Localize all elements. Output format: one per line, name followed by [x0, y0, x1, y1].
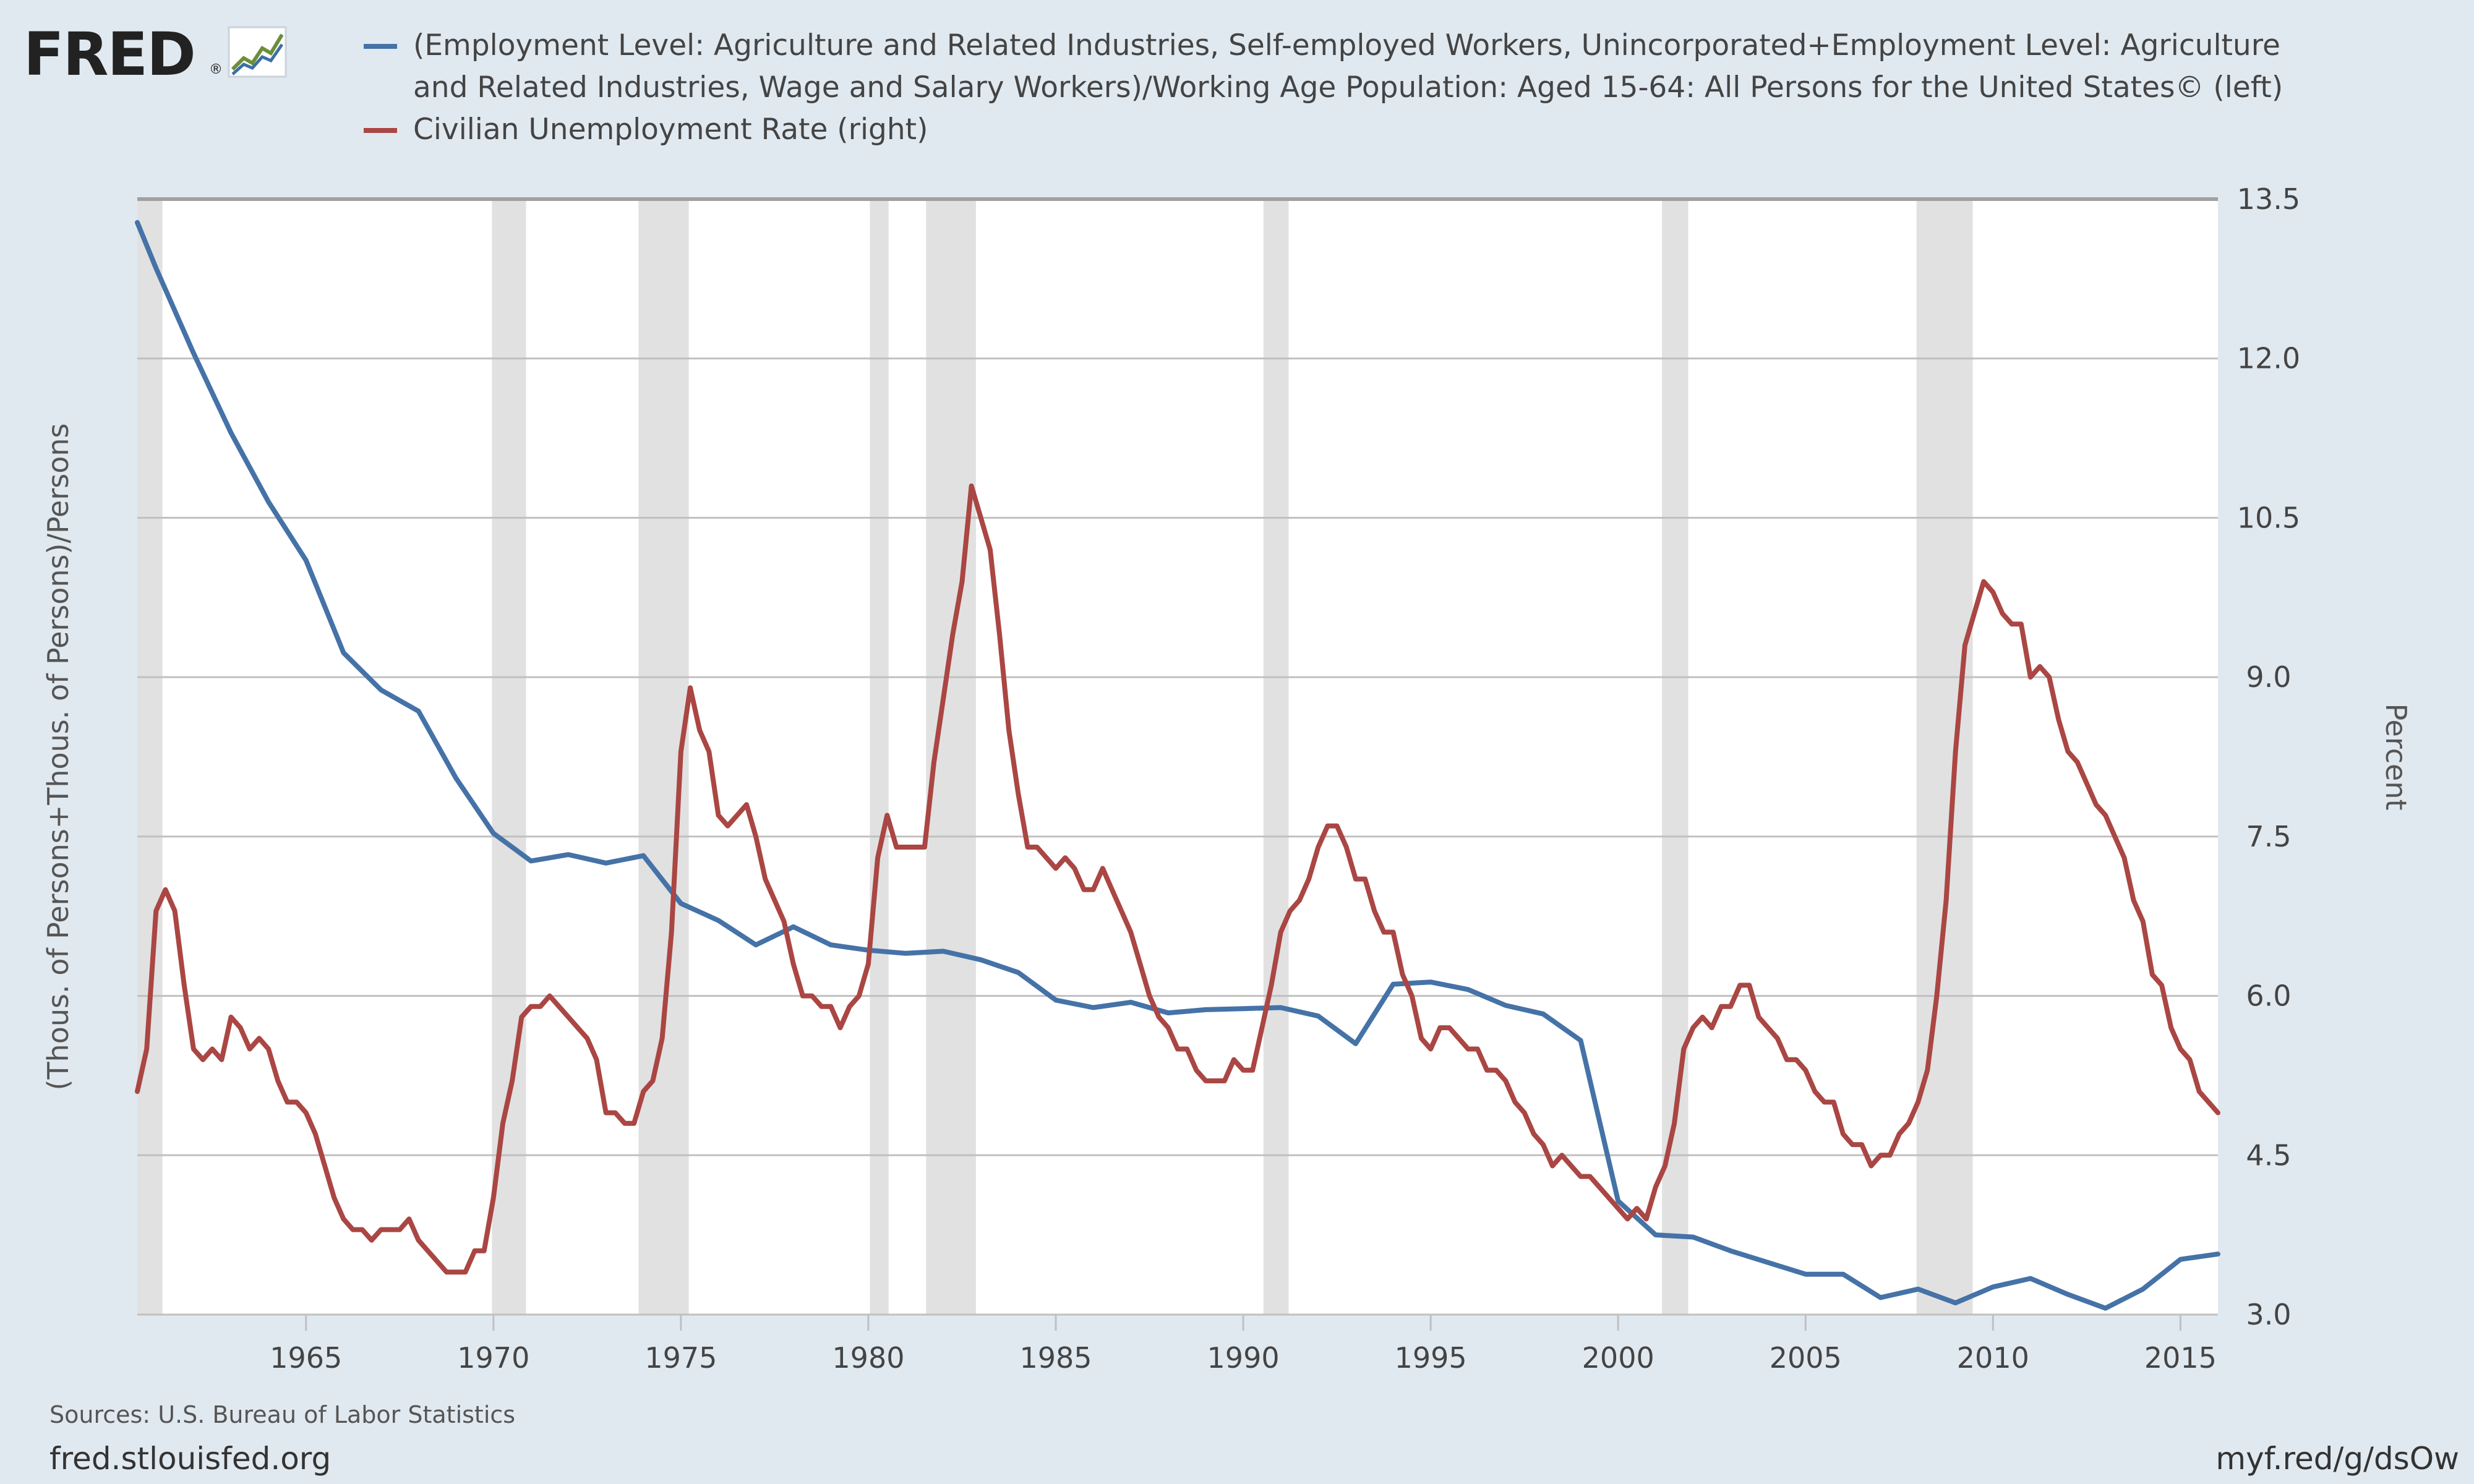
y-tick-label: 4.5	[2246, 1138, 2291, 1172]
y-tick-label: 13.5	[2237, 182, 2300, 216]
logo-chart-icon	[228, 26, 287, 78]
x-tick-label: 1980	[832, 1341, 904, 1375]
recession-band	[137, 199, 163, 1315]
plot-background	[137, 199, 2218, 1315]
x-tick-label: 1970	[457, 1341, 529, 1375]
x-tick-label: 1995	[1395, 1341, 1467, 1375]
registered-mark: ®	[209, 62, 223, 77]
legend-item-series1[interactable]: (Employment Level: Agriculture and Relat…	[364, 25, 2343, 109]
legend-label-series2: Civilian Unemployment Rate (right)	[413, 113, 928, 147]
y-tick-label: 6.0	[2246, 979, 2291, 1013]
recession-band	[870, 199, 889, 1315]
legend-swatch-series2	[364, 128, 397, 133]
site-link[interactable]: fred.stlouisfed.org	[49, 1441, 332, 1477]
x-tick-label: 1975	[644, 1341, 717, 1375]
logo-text: FRED	[24, 20, 196, 89]
recession-band	[1916, 199, 1973, 1315]
y-tick-label: 9.0	[2246, 660, 2291, 694]
y-tick-label: 12.0	[2237, 342, 2300, 375]
x-tick-label: 1985	[1019, 1341, 1092, 1375]
y-tick-label: 3.0	[2246, 1298, 2291, 1331]
x-tick-label: 2000	[1582, 1341, 1654, 1375]
legend-label-series1: (Employment Level: Agriculture and Relat…	[413, 28, 2284, 104]
short-link[interactable]: myf.red/g/dsOw	[2215, 1441, 2459, 1477]
fred-logo[interactable]: FRED ®	[24, 23, 289, 85]
y-tick-label: 10.5	[2237, 501, 2300, 534]
left-axis-label: (Thous. of Persons+Thous. of Persons)/Pe…	[41, 423, 75, 1090]
right-axis-label: Percent	[2379, 703, 2413, 810]
recession-band	[1662, 199, 1689, 1315]
legend-item-series2[interactable]: Civilian Unemployment Rate (right)	[364, 109, 2343, 151]
series-line-1[interactable]	[135, 220, 2220, 1311]
x-tick-label: 1965	[270, 1341, 342, 1375]
y-tick-label: 7.5	[2246, 820, 2291, 853]
legend-swatch-series1	[364, 44, 397, 49]
x-tick-label: 2010	[1957, 1341, 2029, 1375]
recession-band	[1263, 199, 1289, 1315]
x-tick-label: 1990	[1207, 1341, 1280, 1375]
x-tick-label: 2005	[1770, 1341, 1842, 1375]
recession-band	[492, 199, 526, 1315]
series-line-2[interactable]	[135, 483, 2220, 1275]
x-tick-label: 2015	[2144, 1341, 2217, 1375]
sources-text: Sources: U.S. Bureau of Labor Statistics	[49, 1401, 516, 1428]
legend: (Employment Level: Agriculture and Relat…	[364, 25, 2343, 151]
